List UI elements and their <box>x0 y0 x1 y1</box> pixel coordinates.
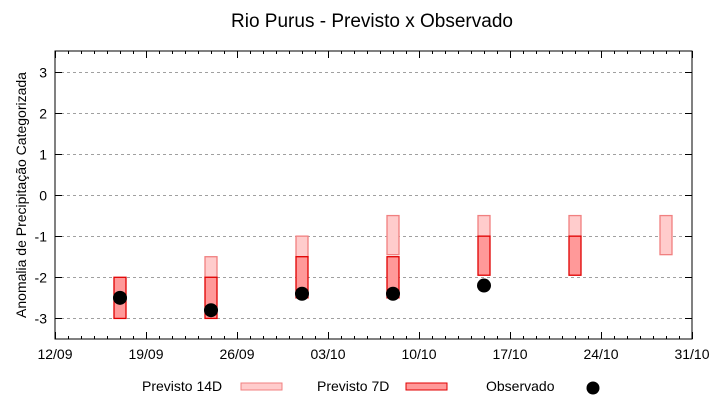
y-tick-label: 2 <box>39 106 47 122</box>
legend-swatch-previsto-7d <box>405 382 448 391</box>
x-tick-label: 31/10 <box>674 346 709 362</box>
range-bar <box>477 214 491 237</box>
y-tick-label: -1 <box>35 229 48 245</box>
legend-label-previsto-7d: Previsto 7D <box>317 378 389 394</box>
series-previsto-7d <box>113 235 582 320</box>
range-bar <box>295 235 309 258</box>
observed-point <box>477 278 491 293</box>
y-axis-label: Anomalia de Precipitação Categorizada <box>13 72 29 318</box>
legend-label-observado: Observado <box>486 378 555 394</box>
range-bar <box>659 214 673 256</box>
range-bar <box>386 214 400 256</box>
legend-marker-observado <box>586 381 600 395</box>
grid-lines <box>55 72 692 319</box>
range-bar <box>568 214 582 237</box>
series-observado <box>113 278 491 318</box>
y-tick-label: 0 <box>39 188 47 204</box>
x-tick-label: 03/10 <box>310 346 345 362</box>
observed-point <box>204 303 218 318</box>
series-previsto-14d <box>204 214 673 278</box>
y-axis: 3 2 1 0 -1 -2 -3 <box>35 65 692 327</box>
x-tick-label: 10/10 <box>401 346 436 362</box>
y-tick-label: 1 <box>39 147 47 163</box>
x-tick-label: 24/10 <box>583 346 618 362</box>
y-tick-label: -3 <box>35 311 48 327</box>
chart-title: Rio Purus - Previsto x Observado <box>231 11 513 32</box>
legend-label-previsto-14d: Previsto 14D <box>142 378 222 394</box>
x-tick-label: 17/10 <box>492 346 527 362</box>
observed-point <box>386 286 400 301</box>
legend-swatch-previsto-14d <box>240 382 283 391</box>
legend: Previsto 14D Previsto 7D Observado <box>142 378 600 395</box>
range-bar <box>568 235 582 276</box>
x-axis: 12/09 19/09 26/09 03/10 10/10 17/10 24/10 31/10 <box>37 51 710 362</box>
y-tick-label: 3 <box>39 65 47 81</box>
x-tick-label: 19/09 <box>128 346 163 362</box>
observed-point <box>113 290 127 305</box>
x-tick-label: 12/09 <box>37 346 72 362</box>
range-bar <box>477 235 491 276</box>
x-tick-label: 26/09 <box>219 346 254 362</box>
y-tick-label: -2 <box>35 270 48 286</box>
range-bar <box>204 256 218 278</box>
observed-point <box>295 286 309 301</box>
